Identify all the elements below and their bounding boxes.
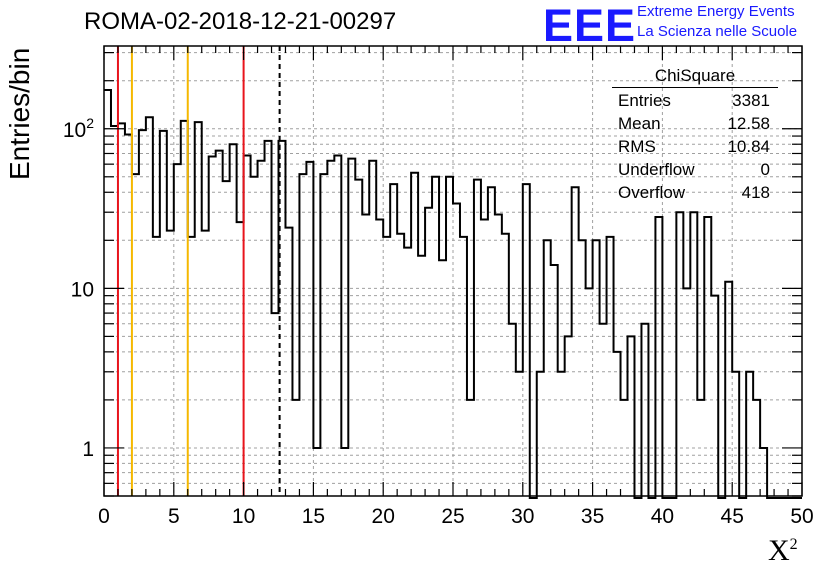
stats-row-entries: Entries 3381 [612,89,778,112]
x-tick-label: 50 [790,505,813,528]
stats-label: RMS [618,137,656,156]
x-tick-label: 45 [721,505,744,528]
chart-title: ROMA-02-2018-12-21-00297 [84,8,397,35]
x-tick-label: 25 [441,505,464,528]
stats-row-mean: Mean 12.58 [612,112,778,135]
y-axis-label: Entries/bin [4,47,35,180]
stats-value: 3381 [732,91,770,110]
x-tick-label: 10 [232,505,255,528]
stats-value: 10.84 [727,137,770,156]
stats-label: Mean [618,114,661,133]
stats-value: 418 [741,183,770,202]
y-tick-label: 10 [71,278,94,301]
x-tick-label: 0 [98,505,110,528]
stats-row-overflow: Overflow 418 [612,181,778,204]
stats-title: ChiSquare [612,66,778,88]
y-tick-label: 102 [63,115,94,142]
y-tick-label-exponent: 2 [86,115,94,131]
x-tick-label: 30 [511,505,534,528]
x-tick-label: 40 [651,505,674,528]
stats-row-rms: RMS 10.84 [612,135,778,158]
x-tick-label: 20 [372,505,395,528]
stats-label: Overflow [618,183,686,202]
stats-label: Underflow [618,160,695,179]
stats-value: 12.58 [727,114,770,133]
stats-label: Entries [618,91,671,110]
logo-line-1: Extreme Energy Events [637,3,795,20]
x-tick-label: 5 [168,505,180,528]
x-axis-label: X2 [768,534,798,567]
eee-logo: EEE [543,0,637,51]
x-tick-label: 35 [581,505,604,528]
logo-line-2: La Scienza nelle Scuole [637,23,798,40]
stats-value: 0 [760,160,770,179]
y-tick-label: 1 [82,438,94,461]
stats-row-underflow: Underflow 0 [612,158,778,181]
x-tick-label: 15 [302,505,325,528]
histogram-series [104,88,802,499]
stats-box: ChiSquare Entries 3381 Mean 12.58 RMS 10.84… [612,66,778,204]
